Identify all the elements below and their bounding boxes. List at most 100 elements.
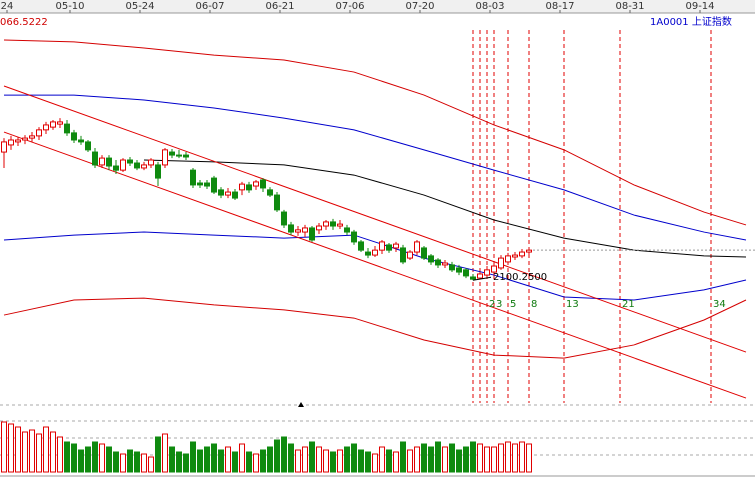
volume-bar	[365, 451, 371, 473]
trend-line	[3, 85, 747, 353]
volume-bar	[302, 446, 308, 473]
candle-body	[372, 249, 378, 256]
volume-bar	[50, 431, 56, 473]
fib-label: 34	[713, 299, 726, 310]
volume-bar	[358, 449, 364, 473]
volume-bar	[232, 451, 238, 473]
fib-label: 2	[489, 299, 495, 310]
volume-bar	[379, 446, 385, 473]
volume-bar	[106, 446, 112, 473]
volume-bar	[295, 449, 301, 473]
volume-bar	[190, 441, 196, 473]
volume-bar	[239, 443, 245, 473]
candle-body	[253, 181, 259, 187]
candle-body	[162, 149, 168, 166]
candle-body	[337, 223, 343, 227]
volume-bar	[393, 451, 399, 473]
volume-bar	[351, 443, 357, 473]
candle-body	[22, 137, 28, 141]
fib-label: 13	[566, 299, 579, 310]
trend-line	[3, 131, 747, 399]
candle-body	[50, 121, 56, 128]
volume-bar	[470, 441, 476, 473]
candle-body	[190, 169, 196, 186]
volume-bar	[484, 446, 490, 473]
high-label: 066.5222	[0, 17, 48, 28]
volume-bar	[211, 443, 217, 473]
candle-body	[463, 269, 469, 277]
candle-body	[148, 159, 154, 166]
candle-body	[526, 249, 532, 253]
date-bar	[0, 0, 755, 13]
volume-bar	[113, 451, 119, 473]
candle-body	[491, 265, 497, 273]
volume-bar	[274, 439, 280, 473]
volume-bar	[400, 441, 406, 473]
volume-bar	[148, 456, 154, 473]
volume-bar	[246, 451, 252, 473]
volume-bar	[176, 451, 182, 473]
candle-body	[113, 165, 119, 171]
candle-body	[155, 164, 161, 179]
candle-body	[64, 123, 70, 134]
volume-bar	[407, 449, 413, 473]
volume-bar	[519, 441, 525, 473]
candle-body	[29, 135, 35, 139]
candle-body	[239, 183, 245, 191]
candle-body	[456, 267, 462, 273]
date-tick-label: 08-17	[545, 1, 574, 12]
candle-body	[470, 276, 476, 280]
date-tick-label: 09-14	[685, 1, 714, 12]
volume-bar	[22, 431, 28, 473]
volume-bar	[428, 446, 434, 473]
volume-bar	[330, 451, 336, 473]
candle-body	[386, 244, 392, 251]
candle-body	[295, 229, 301, 233]
volume-bar	[71, 443, 77, 473]
candle-body	[309, 227, 315, 241]
candle-body	[260, 179, 266, 189]
candle-body	[330, 221, 336, 227]
volume-bar	[64, 441, 70, 473]
volume-bar	[267, 446, 273, 473]
candle-body	[344, 227, 350, 233]
volume-bar	[505, 441, 511, 473]
volume-bar	[512, 443, 518, 473]
candle-body	[197, 182, 203, 186]
volume-bar	[526, 443, 532, 473]
candle-body	[449, 264, 455, 271]
volume-bar	[29, 429, 35, 473]
fib-label: 3	[496, 299, 502, 310]
candle-body	[225, 191, 231, 196]
volume-bar	[337, 449, 343, 473]
candle-body	[57, 121, 63, 125]
volume-bar	[155, 436, 161, 473]
low-label-connector	[472, 276, 492, 281]
volume-bar	[141, 453, 147, 473]
low-label: 2100.2500	[493, 272, 547, 283]
candle-body	[141, 164, 147, 169]
volume-bar	[442, 446, 448, 473]
date-tick-label: 06-07	[195, 1, 224, 12]
volume-bar	[498, 443, 504, 473]
volume-bar	[183, 453, 189, 473]
candle-body	[477, 273, 483, 279]
volume-bar	[43, 426, 49, 473]
candle-body	[127, 159, 133, 164]
fib-label: 8	[531, 299, 537, 310]
candle-body	[232, 191, 238, 199]
candle-body	[316, 225, 322, 231]
date-tick-label: 07-06	[335, 1, 364, 12]
date-tick-label: 08-03	[475, 1, 504, 12]
volume-bar	[253, 453, 259, 473]
candle-body	[267, 189, 273, 196]
candle-body	[428, 255, 434, 263]
candle-body	[134, 162, 140, 169]
candle-body	[288, 224, 294, 233]
volume-bar	[435, 441, 441, 473]
candle-body	[407, 251, 413, 259]
candle-body	[323, 221, 329, 227]
marker-triangle	[298, 402, 304, 407]
volume-bar	[477, 443, 483, 473]
